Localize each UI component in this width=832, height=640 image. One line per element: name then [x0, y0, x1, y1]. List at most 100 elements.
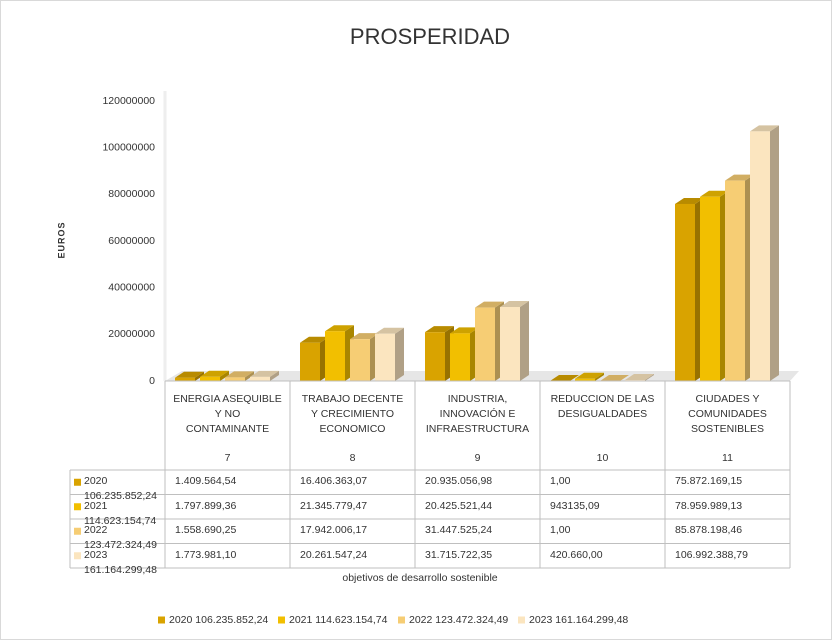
bar-top — [475, 301, 504, 308]
category-label: CIUDADES Y COMUNIDADES SOSTENIBLES — [688, 393, 767, 435]
row-header: 2023 161.164.299,48 — [84, 548, 157, 576]
row-header: 2021 114.623.154,74 — [84, 499, 157, 527]
bar-front — [475, 307, 495, 381]
x-axis-label: objetivos de desarrollo sostenible — [342, 572, 497, 584]
bar-top — [550, 375, 579, 381]
category-label: ENERGIA ASEQUIBLE Y NO CONTAMINANTE — [173, 393, 282, 435]
bar-front — [300, 342, 320, 381]
bar-top — [200, 370, 229, 377]
bar — [350, 333, 379, 381]
bar-side — [520, 300, 529, 381]
bar — [700, 190, 729, 381]
bar — [225, 371, 254, 381]
table-value: 17.942.006,17 — [300, 524, 368, 536]
bar-top — [575, 372, 604, 379]
bar — [175, 371, 204, 381]
bar-side — [645, 374, 654, 381]
table-value: 1.558.690,25 — [175, 524, 237, 536]
bar-top — [250, 370, 279, 377]
y-tick-label: 60000000 — [108, 235, 155, 247]
legend-key — [278, 616, 285, 624]
table-value: 420.660,00 — [550, 548, 603, 561]
bar-side — [770, 125, 779, 381]
y-tick-label: 20000000 — [108, 328, 155, 340]
category-label: INDUSTRIA, INNOVACIÓN E INFRAESTRUCTURA — [425, 393, 530, 435]
category-label: REDUCCION DE LAS DESIGUALDADES — [550, 393, 655, 420]
bar-front — [575, 378, 595, 381]
bar-front — [700, 196, 720, 381]
bar-top — [600, 375, 629, 381]
bar-side — [220, 370, 229, 381]
bar-side — [270, 370, 279, 381]
bar-front — [425, 332, 445, 381]
category-number: 11 — [722, 452, 733, 464]
legend-key — [398, 616, 405, 624]
table-value: 31.447.525,24 — [425, 524, 493, 536]
y-axis-label: EUROS — [56, 221, 66, 258]
bar-front — [675, 203, 695, 381]
bar — [375, 327, 404, 381]
bar-side — [195, 371, 204, 381]
bar-top — [175, 371, 204, 378]
table-value: 1,00 — [550, 475, 571, 487]
bar — [475, 301, 504, 381]
bar — [500, 300, 529, 381]
row-header: 2022 123.472.324,49 — [84, 524, 157, 551]
bar-front — [350, 339, 370, 381]
bar-front — [725, 180, 745, 381]
table-value: 85.878.198,46 — [675, 524, 743, 536]
bar-front — [325, 331, 345, 381]
legend-key — [74, 478, 81, 486]
category-number: 8 — [349, 452, 356, 464]
legend-key — [158, 616, 165, 624]
bar — [750, 125, 779, 381]
table-value: 75.872.169,15 — [675, 475, 743, 487]
bar-front — [750, 131, 770, 381]
table-value: 943135,09 — [550, 499, 600, 512]
bar-top — [750, 125, 779, 132]
bar-front — [200, 376, 220, 381]
legend-key — [74, 503, 81, 511]
table-value: 78.959.989,13 — [675, 499, 743, 512]
legend-key — [74, 552, 81, 560]
bar — [725, 174, 754, 381]
legend-key — [518, 616, 525, 624]
bar-front — [500, 306, 520, 381]
legend-label: 2023 161.164.299,48 — [529, 614, 628, 626]
legend-key — [74, 527, 81, 535]
bar-side — [595, 372, 604, 381]
bar — [250, 370, 279, 381]
bar-top — [450, 327, 479, 334]
bar-front — [250, 376, 270, 381]
bar-top — [300, 336, 329, 343]
bar-front — [375, 333, 395, 381]
bar — [300, 336, 329, 381]
bar-top — [500, 300, 529, 307]
table-value: 20.935.056,98 — [425, 475, 493, 487]
legend-label: 2021 114.623.154,74 — [289, 614, 388, 626]
category-number: 10 — [596, 452, 609, 464]
bar-front — [175, 377, 195, 381]
category-number: 7 — [224, 452, 231, 464]
bar — [200, 370, 229, 381]
y-tick-label: 80000000 — [108, 188, 155, 200]
bar-top — [625, 374, 654, 381]
chart-title: PROSPERIDAD — [350, 24, 510, 49]
bar — [450, 327, 479, 381]
table-value: 20.425.521,44 — [425, 499, 493, 512]
table-value: 16.406.363,07 — [300, 475, 368, 487]
y-tick-label: 100000000 — [102, 141, 155, 153]
bar — [425, 326, 454, 381]
bar-front — [450, 333, 470, 381]
row-header: 2020 106.235.852,24 — [84, 475, 157, 502]
bar-top — [675, 197, 704, 204]
legend-label: 2020 106.235.852,24 — [169, 614, 268, 626]
legend-label: 2022 123.472.324,49 — [409, 614, 508, 626]
table-value: 21.345.779,47 — [300, 499, 368, 512]
table-value: 106.992.388,79 — [675, 548, 748, 561]
table-value: 1,00 — [550, 524, 571, 536]
bar-top — [700, 190, 729, 197]
y-tick-label: 40000000 — [108, 281, 155, 293]
